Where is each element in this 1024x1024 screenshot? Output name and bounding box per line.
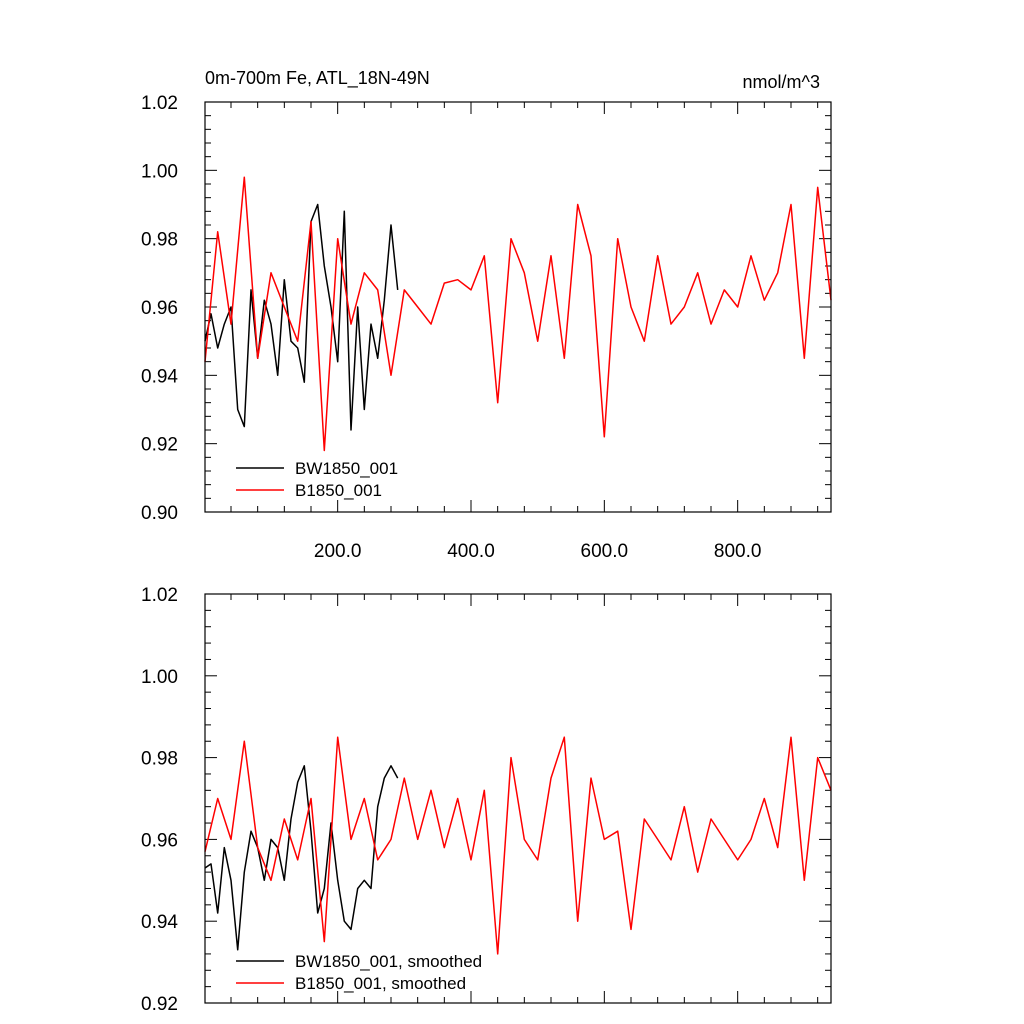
top-axes: 0.90 0.92 0.94 0.96 0.98 1.00 1.02 200.0 400.0 60… — [141, 93, 831, 562]
y-tick-label: 0.90 — [141, 503, 178, 524]
y-tick-label: 0.98 — [141, 230, 178, 251]
y-tick-label: 0.96 — [141, 830, 178, 851]
series-line-0 — [204, 203, 399, 431]
legend-label-bw1850: BW1850_001 — [295, 459, 398, 478]
y-tick-label: 0.92 — [141, 994, 178, 1015]
bottom-legend: BW1850_001, smoothed B1850_001, smoothed — [236, 952, 482, 993]
series-line-1 — [204, 176, 832, 452]
legend-label-b1850-smoothed: B1850_001, smoothed — [295, 974, 466, 993]
legend-label-b1850: B1850_001 — [295, 481, 382, 500]
bottom-panel: 0.92 0.94 0.96 0.98 1.00 1.02 BW1850_001, smo… — [141, 585, 832, 1015]
x-tick-label: 200.0 — [314, 541, 362, 562]
y-tick-label: 0.92 — [141, 435, 178, 456]
y-tick-label: 0.94 — [141, 912, 178, 933]
series-line-1 — [204, 736, 832, 955]
y-tick-label: 1.00 — [141, 667, 178, 688]
y-tick-label: 0.96 — [141, 298, 178, 319]
y-tick-label: 1.02 — [141, 93, 178, 114]
bottom-plot-lines — [204, 736, 832, 955]
legend-label-bw1850-smoothed: BW1850_001, smoothed — [295, 952, 482, 971]
y-tick-label: 0.94 — [141, 366, 178, 387]
series-line-0 — [204, 765, 399, 951]
y-tick-label: 1.02 — [141, 585, 178, 606]
bottom-axes: 0.92 0.94 0.96 0.98 1.00 1.02 — [141, 585, 831, 1015]
x-tick-label: 400.0 — [447, 541, 495, 562]
top-plot-lines — [204, 176, 832, 452]
top-plot-frame — [204, 101, 832, 513]
bottom-plot-frame — [204, 593, 832, 1004]
x-tick-label: 600.0 — [581, 541, 629, 562]
y-tick-label: 0.98 — [141, 749, 178, 770]
y-tick-label: 1.00 — [141, 161, 178, 182]
top-chart-title: 0m-700m Fe, ATL_18N-49N — [205, 68, 430, 89]
units-label: nmol/m^3 — [743, 72, 820, 92]
top-legend: BW1850_001 B1850_001 — [236, 459, 398, 500]
top-panel: 0m-700m Fe, ATL_18N-49N nmol/m^3 0.900.9… — [141, 68, 832, 562]
x-tick-label: 800.0 — [714, 541, 762, 562]
